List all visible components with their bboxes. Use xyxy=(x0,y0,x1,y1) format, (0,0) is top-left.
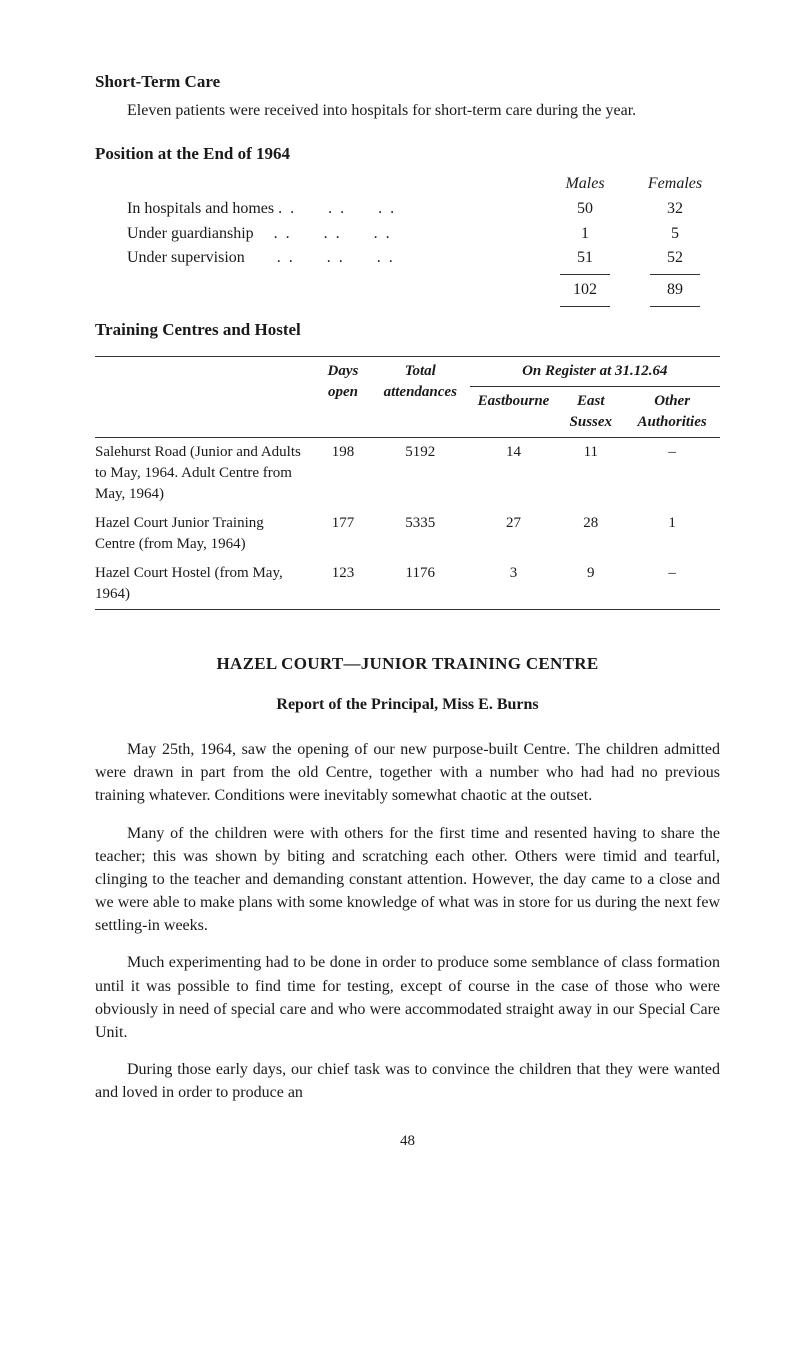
training-row-1-other: 1 xyxy=(624,509,720,559)
position-total-males: 102 xyxy=(540,278,630,303)
position-total-females: 89 xyxy=(630,278,720,303)
position-total-spacer xyxy=(95,271,540,278)
training-row-2-total: 1176 xyxy=(371,559,470,610)
hazel-para-3: During those early days, our chief task … xyxy=(95,1058,720,1104)
position-total-line-males xyxy=(540,303,630,310)
training-row-0-days: 198 xyxy=(315,437,371,509)
position-table: Males Females In hospitals and homes . .… xyxy=(95,172,720,310)
days-open-header: Days open xyxy=(315,356,371,437)
position-row-2-label: Under supervision xyxy=(127,249,245,266)
position-total-line-females xyxy=(630,271,720,278)
page-number: 48 xyxy=(95,1131,720,1152)
short-term-paragraph: Eleven patients were received into hospi… xyxy=(95,100,720,122)
training-row-1-label: Hazel Court Junior Training Centre (from… xyxy=(95,509,315,559)
short-term-heading: Short-Term Care xyxy=(95,70,720,94)
training-row-2-days: 123 xyxy=(315,559,371,610)
position-row-label: Under guardianship . . . . . . xyxy=(95,222,540,247)
position-row-1-females: 5 xyxy=(630,222,720,247)
females-header: Females xyxy=(630,172,720,197)
training-row-1-eastbourne: 27 xyxy=(470,509,558,559)
register-header: On Register at 31.12.64 xyxy=(470,356,720,386)
training-row-0-eastbourne: 14 xyxy=(470,437,558,509)
position-row-label: Under supervision . . . . . . xyxy=(95,246,540,271)
training-row-1-total: 5335 xyxy=(371,509,470,559)
hazel-para-1: Many of the children were with others fo… xyxy=(95,822,720,938)
training-row-0-label: Salehurst Road (Junior and Adults to May… xyxy=(95,437,315,509)
training-empty-header xyxy=(95,356,315,437)
position-row-1-males: 1 xyxy=(540,222,630,247)
training-row-2-eastbourne: 3 xyxy=(470,559,558,610)
training-heading: Training Centres and Hostel xyxy=(95,318,720,342)
training-row-2-label: Hazel Court Hostel (from May, 1964) xyxy=(95,559,315,610)
training-row-2-eastsussex: 9 xyxy=(557,559,624,610)
position-total-spacer xyxy=(95,278,540,303)
position-row-1-label: Under guardianship xyxy=(127,225,254,242)
training-row-1-days: 177 xyxy=(315,509,371,559)
training-row-0-other: – xyxy=(624,437,720,509)
position-empty-label xyxy=(95,172,540,197)
training-row-1-eastsussex: 28 xyxy=(557,509,624,559)
eastbourne-header: Eastbourne xyxy=(470,386,558,437)
other-auth-header: Other Authorities xyxy=(624,386,720,437)
hazel-heading: HAZEL COURT—JUNIOR TRAINING CENTRE xyxy=(95,652,720,676)
training-row-2-other: – xyxy=(624,559,720,610)
position-row-0-males: 50 xyxy=(540,197,630,222)
position-row-0-label: In hospitals and homes xyxy=(127,200,274,217)
hazel-subheading: Report of the Principal, Miss E. Burns xyxy=(95,694,720,716)
hazel-para-2: Much experimenting had to be done in ord… xyxy=(95,951,720,1044)
position-row-0-females: 32 xyxy=(630,197,720,222)
position-row-2-females: 52 xyxy=(630,246,720,271)
hazel-para-0: May 25th, 1964, saw the opening of our n… xyxy=(95,738,720,808)
total-attendances-header: Total attendances xyxy=(371,356,470,437)
position-heading: Position at the End of 1964 xyxy=(95,142,720,166)
east-sussex-header: East Sussex xyxy=(557,386,624,437)
training-row-0-total: 5192 xyxy=(371,437,470,509)
training-row-0-eastsussex: 11 xyxy=(557,437,624,509)
position-total-line-males xyxy=(540,271,630,278)
position-row-label: In hospitals and homes . . . . . . xyxy=(95,197,540,222)
males-header: Males xyxy=(540,172,630,197)
position-total-spacer xyxy=(95,303,540,310)
position-total-line-females xyxy=(630,303,720,310)
position-row-2-males: 51 xyxy=(540,246,630,271)
training-table: Days open Total attendances On Register … xyxy=(95,356,720,610)
